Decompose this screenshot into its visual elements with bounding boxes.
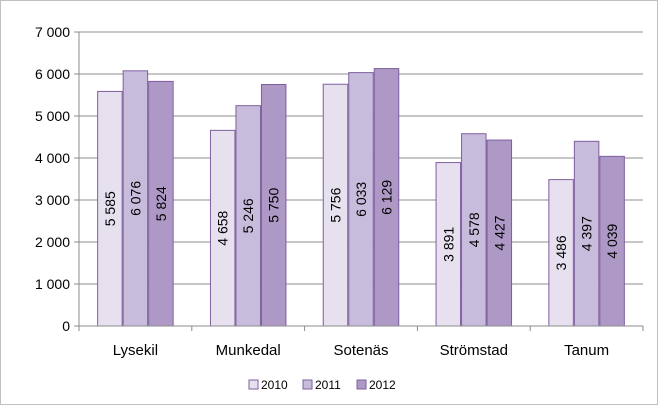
bar (322, 83, 349, 327)
y-tick-label: 4 000 (35, 150, 70, 166)
bar-data-label: 4 658 (215, 210, 231, 245)
bar-data-label: 3 486 (553, 235, 569, 270)
y-axis: 0 1 000 2 000 3 000 4 000 5 000 6 000 7 000 (35, 24, 80, 334)
legend-swatch (356, 379, 367, 390)
legend: 2010 2011 2012 (248, 378, 396, 392)
y-tick-label: 2 000 (35, 234, 70, 250)
bar (209, 129, 236, 327)
y-tick-label: 3 000 (35, 192, 70, 208)
bar-data-label: 4 427 (491, 215, 507, 250)
bar (548, 179, 574, 327)
y-tick-label: 1 000 (35, 276, 70, 292)
x-category-label: Sotenäs (333, 342, 388, 359)
bar-data-label: 5 756 (328, 187, 344, 222)
x-category-label: Munkedal (216, 342, 281, 359)
bar-data-label: 4 397 (579, 216, 595, 251)
bar-data-label: 4 578 (466, 212, 482, 247)
bar-data-label: 5 824 (153, 186, 169, 221)
legend-label: 2012 (369, 378, 396, 392)
bars: 5 585 6 076 5 824 4 658 5 246 5 750 5 756 6 033… (97, 68, 625, 327)
bar (373, 68, 400, 327)
bar-data-label: 3 891 (440, 227, 456, 262)
bar-data-label: 5 585 (102, 191, 118, 226)
bar (260, 84, 287, 327)
x-category-label: Tanum (564, 342, 609, 359)
legend-label: 2011 (315, 378, 341, 392)
legend-swatch (302, 379, 313, 390)
bar (435, 162, 462, 327)
bar (235, 105, 261, 327)
y-tick-label: 0 (62, 318, 70, 334)
x-category-label: Strömstad (440, 342, 508, 359)
y-tick-label: 7 000 (35, 24, 70, 40)
bar (461, 133, 487, 327)
bar-data-label: 6 033 (353, 182, 369, 217)
bar (599, 155, 625, 327)
y-tick-label: 5 000 (35, 108, 70, 124)
bar-data-label: 6 076 (127, 181, 143, 216)
bar (573, 140, 600, 327)
legend-label: 2010 (261, 378, 288, 392)
bar-data-label: 5 246 (240, 198, 256, 233)
bar (486, 139, 513, 327)
x-axis: Lysekil Munkedal Sotenäs Strömstad Tanum (78, 325, 644, 359)
legend-swatch (248, 379, 259, 390)
bar-data-label: 5 750 (266, 188, 282, 223)
bar-data-label: 6 129 (379, 180, 395, 215)
y-tick-label: 6 000 (35, 66, 70, 82)
bar-data-label: 4 039 (604, 223, 620, 258)
x-category-label: Lysekil (113, 342, 158, 359)
